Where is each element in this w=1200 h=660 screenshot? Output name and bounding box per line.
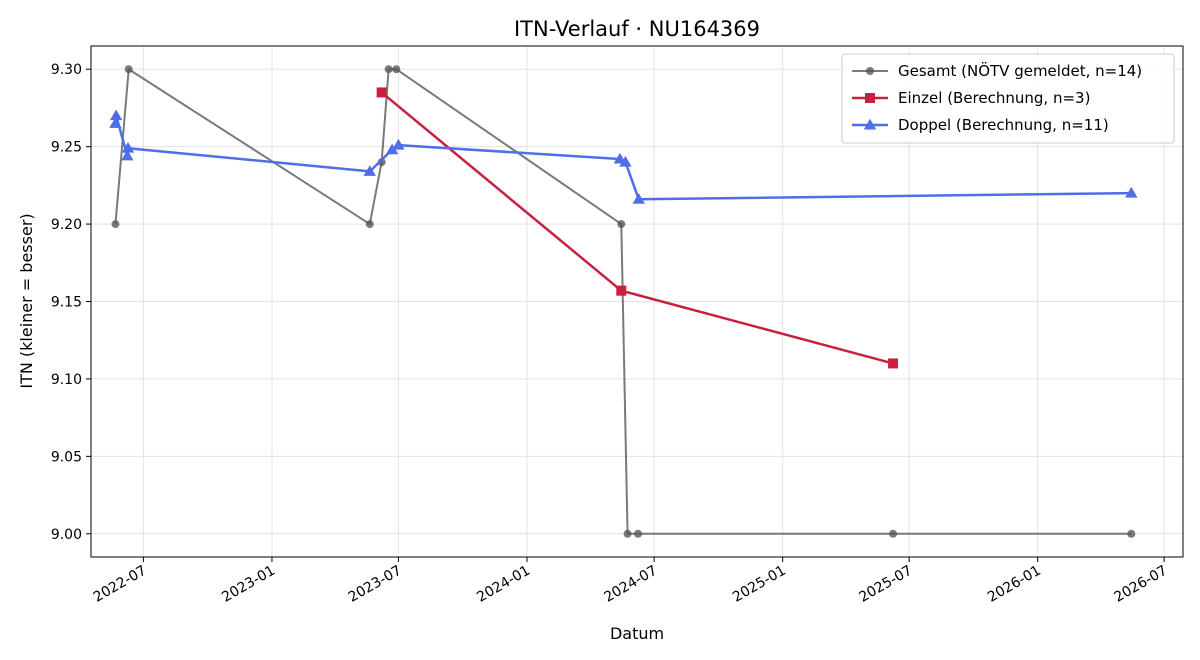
y-tick-label: 9.10 xyxy=(51,372,82,388)
series-2-point xyxy=(616,285,627,296)
series-3-point xyxy=(363,165,376,176)
series-1-point xyxy=(889,529,898,538)
x-axis-title: Datum xyxy=(610,624,664,643)
legend-swatch-marker xyxy=(866,67,874,75)
series-1-point xyxy=(365,220,374,229)
series-3-point xyxy=(385,143,399,155)
series-3-point xyxy=(121,142,135,153)
series-3 xyxy=(109,109,1138,204)
series-2-point xyxy=(376,87,387,98)
y-tick-label: 9.20 xyxy=(51,217,82,233)
series-3-point xyxy=(392,138,405,150)
series-1-point xyxy=(1127,529,1136,538)
series-1-point xyxy=(124,65,133,74)
legend-label: Einzel (Berechnung, n=3) xyxy=(898,89,1090,107)
series-1-point xyxy=(392,65,401,74)
series-1-point xyxy=(634,529,643,538)
series-2-point xyxy=(888,358,899,369)
series-3-point xyxy=(619,155,632,167)
series-layer xyxy=(109,65,1138,538)
series-1-point xyxy=(384,65,393,74)
series-3-point xyxy=(109,109,123,121)
y-tick-label: 9.15 xyxy=(51,295,82,311)
series-1 xyxy=(111,65,1136,538)
series-3-point xyxy=(1125,186,1138,198)
chart-title: ITN-Verlauf · NU164369 xyxy=(514,17,760,41)
series-3-point xyxy=(121,149,134,161)
series-1-point xyxy=(623,529,632,538)
y-tick-label: 9.00 xyxy=(51,527,82,543)
series-3-point xyxy=(109,117,122,128)
y-axis-title: ITN (kleiner = besser) xyxy=(17,213,36,388)
series-1-point xyxy=(111,220,120,229)
legend-label: Doppel (Berechnung, n=11) xyxy=(898,116,1109,134)
legend-label: Gesamt (NÖTV gemeldet, n=14) xyxy=(898,61,1142,80)
legend-swatch-marker xyxy=(865,93,875,103)
series-1-point xyxy=(617,220,626,229)
series-3-point xyxy=(632,193,645,204)
legend-box xyxy=(841,53,1175,144)
series-2 xyxy=(376,87,899,369)
y-tick-label: 9.25 xyxy=(51,140,82,156)
y-tick-label: 9.05 xyxy=(51,449,82,465)
legend-swatch-marker xyxy=(863,118,877,130)
y-tick-label: 9.30 xyxy=(51,62,82,78)
legend: Gesamt (NÖTV gemeldet, n=14) Einzel (Bere… xyxy=(841,53,1175,144)
